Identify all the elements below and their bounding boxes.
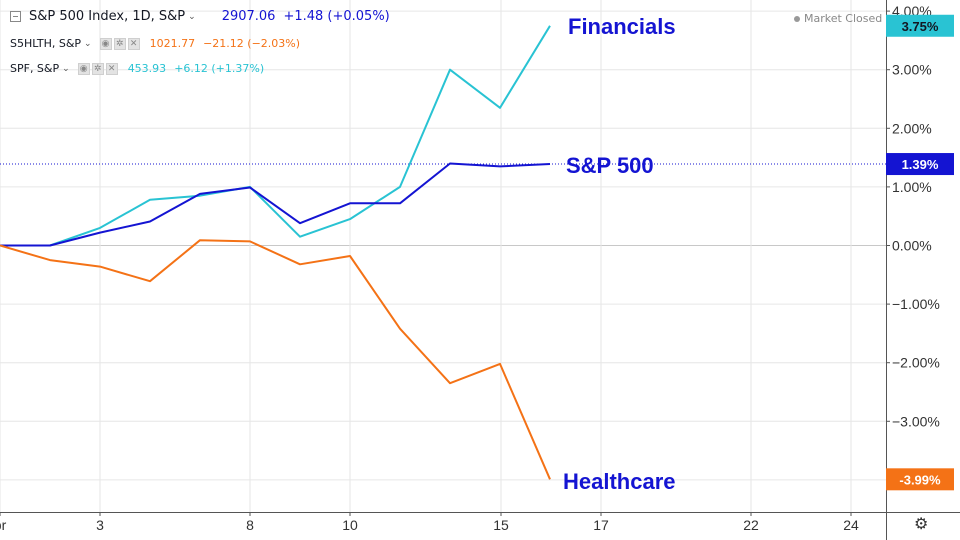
price-tag-label-healthcare: -3.99% [899, 472, 941, 487]
series-annotation-financials: Financials [568, 14, 676, 39]
price-tag-sp500 [886, 153, 954, 176]
series-line-sp500 [0, 162, 551, 247]
financials-legend-row[interactable]: SPF, S&P ⌄ ◉ ✲ ✕ 453.93 +6.12 (+1.37%) [10, 62, 264, 75]
y-tick-label: 3.00% [892, 62, 932, 78]
x-tick-label: 15 [493, 517, 509, 533]
price-tag-financials [886, 14, 954, 37]
series-annotation-sp500: S&P 500 [566, 153, 654, 178]
financials-symbol-label[interactable]: SPF, S&P [10, 62, 60, 75]
market-status: Market Closed [794, 12, 882, 25]
settings-icon[interactable]: ✲ [113, 37, 126, 50]
gear-icon[interactable]: ⚙ [914, 516, 929, 533]
x-tick-label: 8 [246, 517, 254, 533]
x-tick-label: 22 [743, 517, 759, 533]
dot-icon [794, 15, 800, 22]
healthcare-symbol-label[interactable]: S5HLTH, S&P [10, 37, 82, 50]
collapse-icon[interactable] [10, 11, 21, 22]
settings-icon[interactable]: ✲ [91, 62, 104, 75]
x-tick-label: 3 [96, 517, 104, 533]
x-tick-label: 10 [342, 517, 358, 533]
main-change: +1.48 (+0.05%) [283, 9, 390, 24]
chevron-down-icon[interactable]: ⌄ [62, 63, 70, 74]
close-icon[interactable]: ✕ [127, 37, 140, 50]
y-tick-label: 1.00% [892, 179, 932, 195]
eye-icon[interactable]: ◉ [77, 62, 90, 75]
market-status-label: Market Closed [804, 12, 883, 25]
x-tick-label: 17 [593, 517, 609, 533]
y-tick-label: 0.00% [892, 238, 932, 254]
series-annotation-healthcare: Healthcare [563, 469, 676, 494]
price-tag-label-financials: 3.75% [902, 19, 939, 34]
main-last-price: 2907.06 [221, 9, 276, 24]
series-line-healthcare [0, 239, 551, 480]
y-tick-label: −1.00% [892, 296, 940, 312]
y-tick-label: −3.00% [892, 413, 940, 429]
series-line-financials [0, 25, 551, 247]
main-legend-row[interactable]: S&P 500 Index, 1D, S&P ⌄ 2907.06 +1.48 (… [10, 9, 390, 24]
financials-change: +6.12 (+1.37%) [174, 62, 265, 75]
close-icon[interactable]: ✕ [105, 62, 118, 75]
healthcare-change: −21.12 (−2.03%) [203, 37, 301, 50]
price-tag-label-sp500: 1.39% [902, 157, 939, 172]
eye-icon[interactable]: ◉ [99, 37, 112, 50]
x-tick-label: 24 [843, 517, 859, 533]
healthcare-last-price: 1021.77 [149, 37, 196, 50]
healthcare-legend-row[interactable]: S5HLTH, S&P ⌄ ◉ ✲ ✕ 1021.77 −21.12 (−2.0… [10, 37, 300, 50]
y-tick-label: −2.00% [892, 355, 940, 371]
main-symbol-label[interactable]: S&P 500 Index, 1D, S&P [29, 9, 186, 24]
chevron-down-icon[interactable]: ⌄ [84, 38, 92, 49]
price-tag-healthcare [886, 468, 954, 491]
chevron-down-icon[interactable]: ⌄ [188, 11, 196, 22]
y-tick-label: 2.00% [892, 120, 932, 136]
financials-last-price: 453.93 [127, 62, 167, 75]
x-tick-label: pr [0, 517, 7, 533]
